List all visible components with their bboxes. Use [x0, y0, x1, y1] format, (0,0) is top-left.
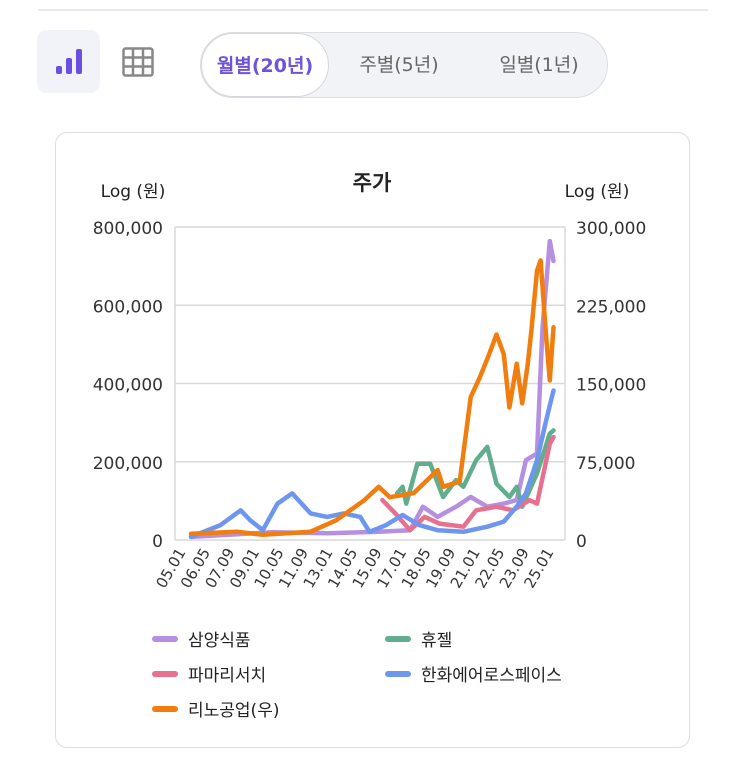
legend-item-samyang[interactable]: 삼양식품	[152, 626, 251, 651]
table-view-button[interactable]	[106, 30, 169, 93]
period-daily[interactable]: 일별(1년)	[499, 54, 579, 76]
series-line-파마리서치	[380, 434, 556, 533]
legend-swatch	[152, 670, 178, 677]
right-tick-label: 75,000	[576, 454, 635, 474]
legend-swatch	[385, 635, 411, 642]
legend-label: 삼양식품	[188, 631, 251, 651]
left-tick-label: 200,000	[93, 454, 163, 474]
period-monthly[interactable]: 월별(20년)	[201, 33, 329, 97]
right-tick-label: 0	[576, 532, 587, 552]
period-weekly[interactable]: 주별(5년)	[359, 54, 439, 76]
legend-swatch	[385, 670, 411, 677]
right-axis-label: Log (원)	[565, 182, 630, 202]
right-tick-label: 300,000	[576, 219, 646, 239]
grid-icon	[121, 46, 154, 77]
legend-label: 한화에어로스페이스	[421, 666, 562, 686]
chart-card	[55, 132, 690, 748]
legend-label: 파마리서치	[188, 666, 267, 686]
series-line-휴젤	[394, 428, 556, 509]
left-tick-label: 800,000	[93, 219, 163, 239]
legend-label: 리노공업(우)	[188, 701, 280, 721]
series-line-한화에어로스페이스	[188, 388, 556, 540]
legend-item-hugel[interactable]: 휴젤	[385, 626, 452, 651]
series-line-리노공업(우)	[188, 258, 556, 538]
left-axis-label: Log (원)	[101, 182, 166, 202]
series-line-삼양식품	[188, 238, 556, 540]
right-tick-label: 225,000	[576, 297, 646, 317]
left-tick-label: 0	[152, 532, 163, 552]
legend-item-hanwha[interactable]: 한화에어로스페이스	[385, 661, 562, 686]
left-tick-label: 400,000	[93, 376, 163, 396]
legend-item-pharmaresearch[interactable]: 파마리서치	[152, 661, 266, 686]
legend-label: 휴젤	[421, 631, 453, 651]
right-tick-label: 150,000	[576, 376, 646, 396]
chart-view-button[interactable]	[37, 30, 100, 93]
top-divider	[38, 9, 708, 11]
legend-item-leeno[interactable]: 리노공업(우)	[152, 696, 279, 721]
bar-chart-icon	[55, 48, 82, 74]
legend-swatch	[152, 635, 178, 642]
legend-swatch	[152, 705, 178, 712]
chart-title: 주가	[353, 171, 392, 195]
period-segmented-control: 월별(20년) 주별(5년) 일별(1년)	[200, 32, 608, 98]
left-tick-label: 600,000	[93, 297, 163, 317]
